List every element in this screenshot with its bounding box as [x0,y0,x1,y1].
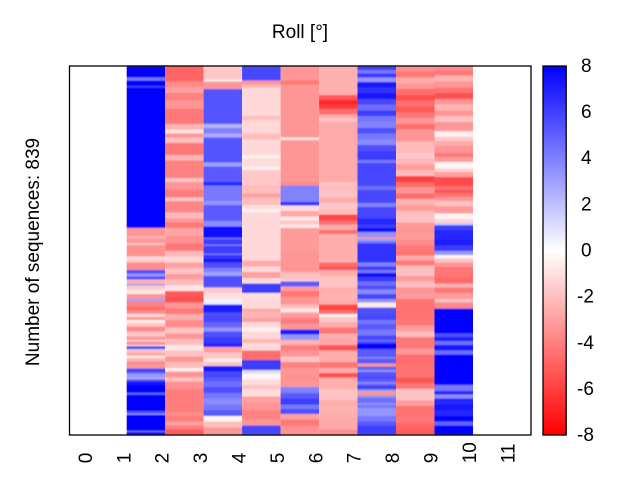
svg-text:4: 4 [230,452,251,463]
svg-text:8: 8 [383,453,404,464]
svg-text:2: 2 [581,194,592,215]
svg-text:0: 0 [76,453,97,464]
svg-text:11: 11 [498,444,519,464]
svg-text:-2: -2 [577,287,594,308]
svg-text:9: 9 [422,453,443,464]
svg-text:0: 0 [581,241,592,262]
svg-text:2: 2 [153,453,174,464]
svg-text:10: 10 [460,442,481,463]
svg-text:7: 7 [345,453,366,464]
svg-text:-8: -8 [577,425,594,446]
svg-text:6: 6 [581,102,592,123]
svg-text:3: 3 [191,453,212,464]
svg-text:6: 6 [306,453,327,464]
svg-text:-6: -6 [577,379,594,400]
svg-text:-4: -4 [577,333,594,354]
svg-text:8: 8 [581,56,592,77]
svg-text:5: 5 [268,453,289,464]
svg-text:4: 4 [581,148,592,169]
svg-text:Number of sequences: 839: Number of sequences: 839 [23,138,44,366]
svg-text:Roll [°]: Roll [°] [272,22,328,43]
svg-text:1: 1 [114,453,135,464]
